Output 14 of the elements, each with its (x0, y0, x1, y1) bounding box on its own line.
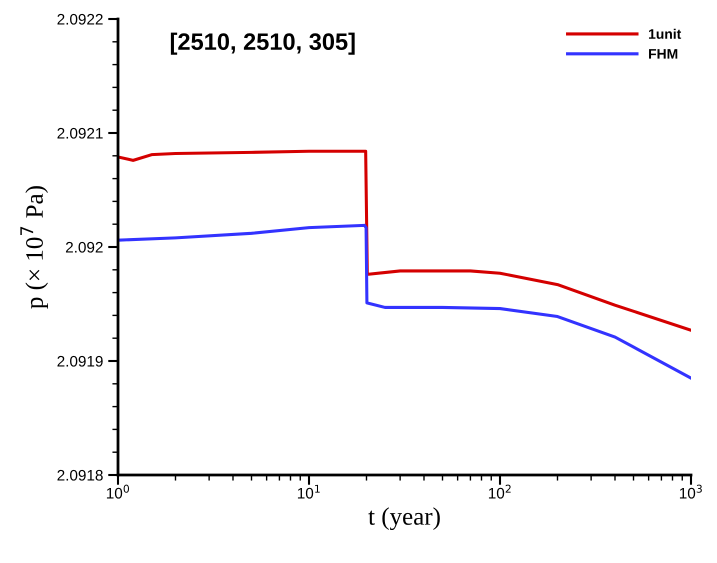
x-tick-label: 10$^{3}$ (680, 484, 702, 499)
y-tick-label: 2.0922 (57, 14, 103, 25)
x-tick-label: 10$^{0}$ (106, 484, 130, 499)
y-tick-label: 2.092 (66, 242, 103, 253)
text: [2510, 2510, 305] (170, 32, 355, 55)
y-axis-title: p (× 10$^{7}$ Pa) (20, 186, 48, 309)
x-tick-label: 10$^{1}$ (298, 484, 320, 499)
y-tick-label: 2.0919 (57, 356, 103, 367)
legend-label: FHM (649, 49, 678, 59)
y-tick-label: 2.0918 (57, 470, 103, 481)
x-tick-label: 10$^{2}$ (488, 484, 511, 499)
legend-label: 1unit (648, 28, 682, 39)
x-axis-title: t (year) (368, 507, 440, 530)
y-tick-label: 2.0921 (57, 128, 103, 139)
